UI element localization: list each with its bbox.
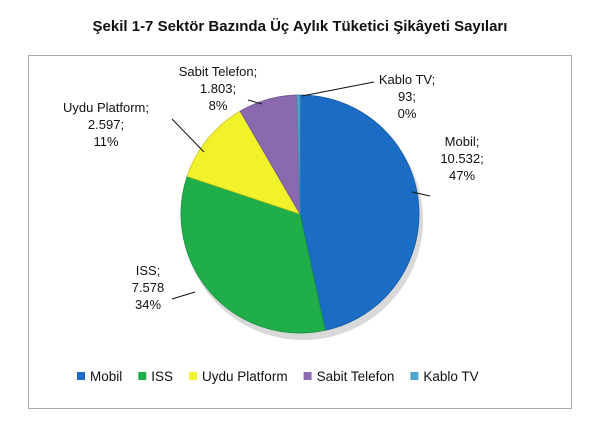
leader-line-mobil: [411, 191, 431, 197]
legend-label-uydu-platform: Uydu Platform: [202, 369, 288, 384]
leader-line-uydu-platform: [171, 118, 205, 153]
label-name-sabit-telefon: Sabit Telefon;: [179, 64, 258, 79]
legend-label-sabit-telefon: Sabit Telefon: [317, 369, 395, 384]
label-name-mobil: Mobil;: [445, 134, 480, 149]
pie-slice-iss: [180, 175, 326, 334]
label-name-iss: ISS;: [136, 263, 161, 278]
data-labels: Mobil; 10.532; 47% ISS; 7.578 34% Uydu Platfor…: [63, 64, 484, 312]
label-value-iss: 7.578: [132, 280, 165, 295]
legend-swatch-kablo-tv: [410, 372, 419, 380]
label-value-mobil: 10.532;: [440, 151, 483, 166]
label-name-uydu-platform: Uydu Platform;: [63, 100, 149, 115]
label-percent-mobil: 47%: [449, 168, 475, 183]
legend-swatch-uydu-platform: [189, 372, 198, 380]
label-percent-sabit-telefon: 8%: [209, 98, 228, 113]
legend-swatch-sabit-telefon: [303, 372, 312, 380]
pie-slice-mobil: [299, 94, 420, 331]
pie-slice-kablo-tv: [296, 94, 301, 215]
legend: Mobil ISS Uydu Platform Sabit Telefon Kablo …: [77, 369, 479, 384]
legend-label-mobil: Mobil: [90, 369, 122, 384]
label-name-kablo-tv: Kablo TV;: [379, 72, 435, 87]
pie-slice-uydu-platform: [186, 110, 301, 215]
legend-label-iss: ISS: [151, 369, 173, 384]
label-value-sabit-telefon: 1.803;: [200, 81, 236, 96]
label-value-kablo-tv: 93;: [398, 89, 416, 104]
label-percent-uydu-platform: 11%: [93, 134, 118, 149]
label-percent-iss: 34%: [135, 297, 161, 312]
leader-lines: [171, 81, 431, 300]
pie-slices: [180, 94, 423, 340]
label-percent-kablo-tv: 0%: [398, 106, 417, 121]
leader-line-iss: [171, 291, 196, 300]
legend-swatch-mobil: [77, 372, 85, 380]
legend-label-kablo-tv: Kablo TV: [423, 369, 478, 384]
leader-line-sabit-telefon: [247, 99, 263, 105]
leader-line-kablo-tv: [301, 81, 375, 97]
label-value-uydu-platform: 2.597;: [88, 117, 124, 132]
chart-title: Şekil 1-7 Sektör Bazında Üç Aylık Tüketi…: [92, 18, 508, 35]
legend-swatch-iss: [138, 372, 147, 380]
